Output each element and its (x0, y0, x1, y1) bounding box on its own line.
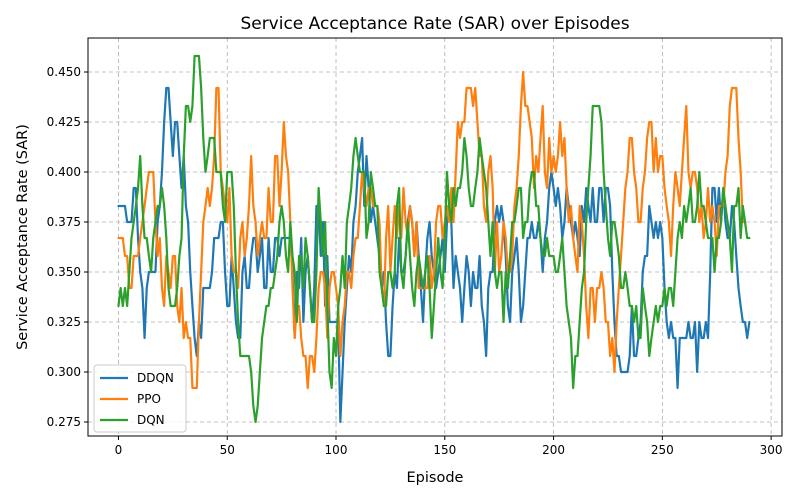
y-tick-label: 0.400 (47, 165, 81, 179)
legend: DDQN PPO DQN (93, 364, 187, 433)
legend-label-ppo: PPO (137, 392, 161, 406)
series-lines (117, 54, 751, 424)
y-tick-label: 0.300 (47, 365, 81, 379)
legend-label-ddqn: DDQN (137, 371, 174, 385)
series-line-dqn (117, 54, 751, 424)
y-tick-label: 0.325 (47, 315, 81, 329)
y-tick-label: 0.350 (47, 265, 81, 279)
y-tick-label: 0.425 (47, 115, 81, 129)
y-axis-label: Service Acceptance Rate (SAR) (15, 124, 31, 350)
plot-area-frame (87, 37, 783, 437)
series-line-ppo (117, 70, 747, 390)
x-tick-label: 150 (433, 443, 456, 457)
x-tick-label: 100 (325, 443, 348, 457)
x-tick-label: 50 (220, 443, 235, 457)
y-tick-label: 0.450 (47, 65, 81, 79)
x-tick-label: 200 (542, 443, 565, 457)
x-axis-label: Episode (407, 470, 464, 486)
y-tick-label: 0.375 (47, 215, 81, 229)
x-tick-label: 0 (115, 443, 123, 457)
y-tick-label: 0.275 (47, 415, 81, 429)
legend-box (93, 364, 187, 433)
chart-title: Service Acceptance Rate (SAR) over Episo… (240, 14, 629, 34)
y-axis-ticks: 0.275 0.300 0.325 0.350 0.375 0.400 0.425 0.450 (47, 65, 88, 429)
x-tick-label: 300 (760, 443, 783, 457)
x-axis-ticks: 0 50 100 150 200 250 300 (115, 436, 783, 457)
x-tick-label: 250 (651, 443, 674, 457)
legend-label-dqn: DQN (137, 413, 165, 427)
